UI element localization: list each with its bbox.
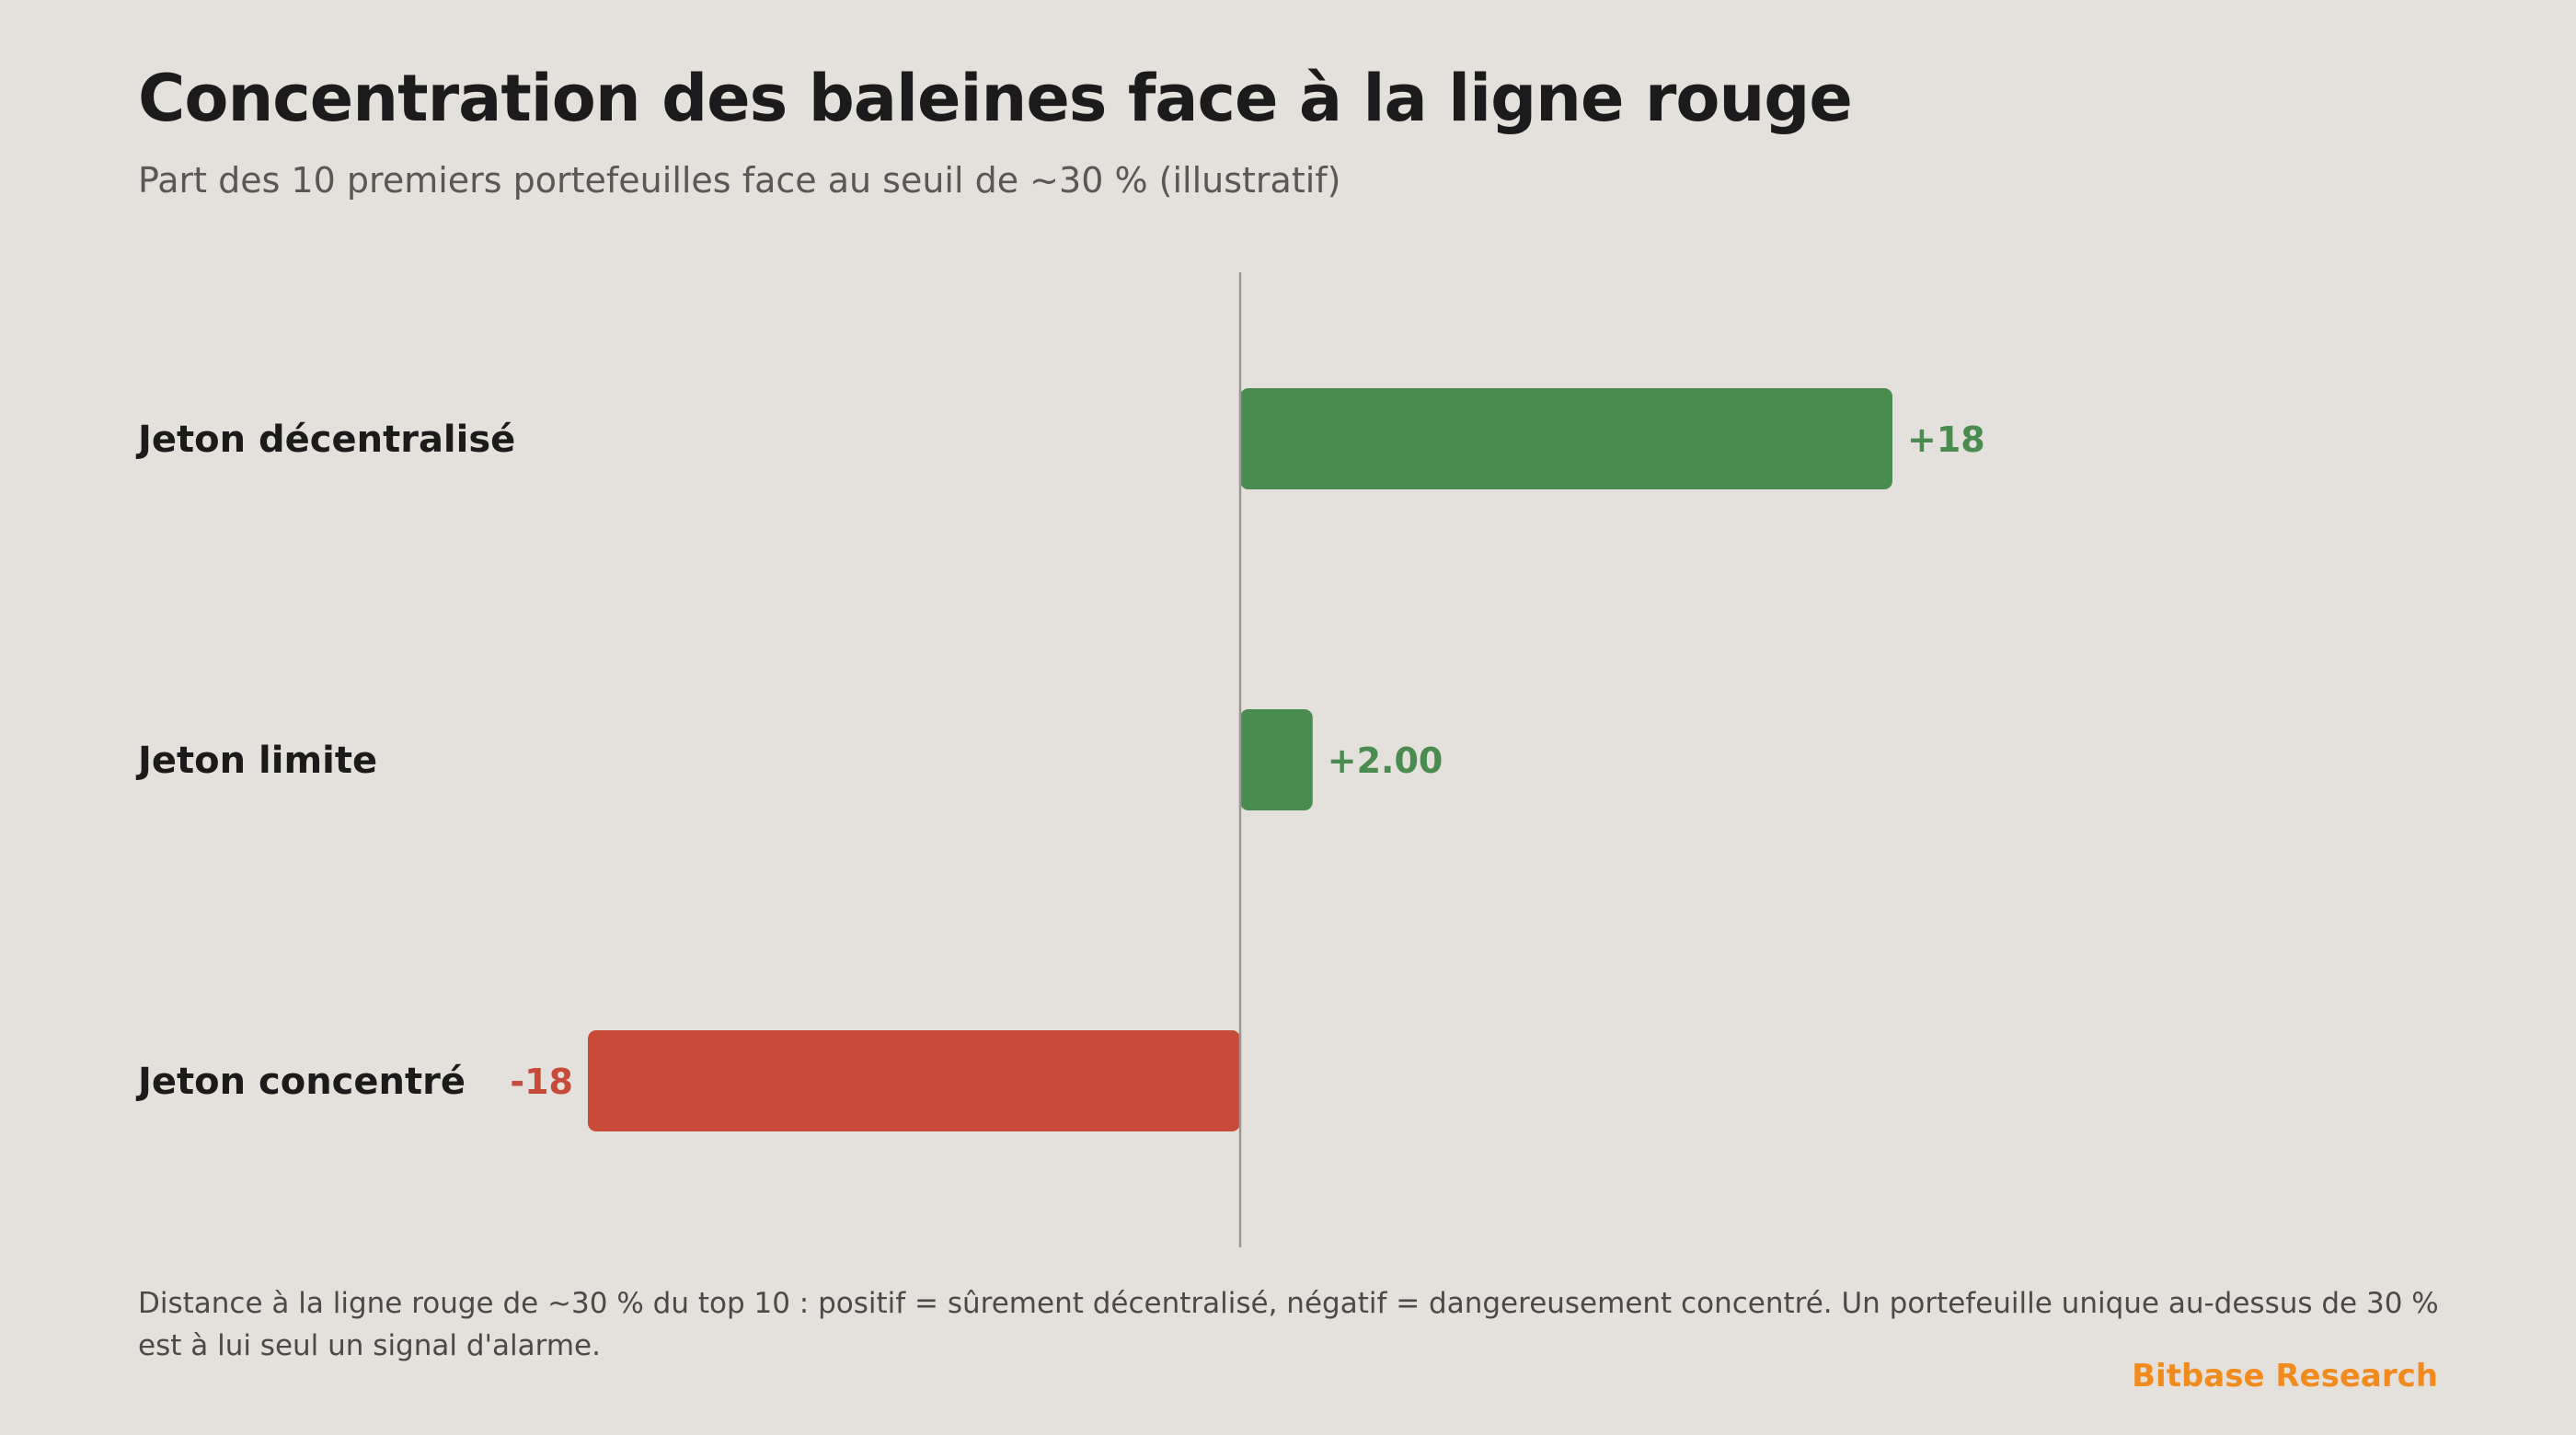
value-label: +18 xyxy=(1907,419,1985,460)
brand-logo-text: Bitbase Research xyxy=(2132,1358,2438,1395)
bar xyxy=(1240,709,1313,810)
bar xyxy=(588,1030,1240,1131)
value-label: -18 xyxy=(510,1062,573,1102)
category-label: Jeton limite xyxy=(135,740,377,782)
value-label: +2.00 xyxy=(1328,740,1443,781)
bar xyxy=(1240,388,1892,489)
chart-subtitle: Part des 10 premiers portefeuilles face … xyxy=(138,160,1341,201)
chart-title: Concentration des baleines face à la lig… xyxy=(138,61,1853,136)
category-label: Jeton décentralisé xyxy=(135,419,515,461)
chart-footnote: Distance à la ligne rouge de ~30 % du to… xyxy=(138,1287,2439,1362)
category-label: Jeton concentré xyxy=(135,1061,466,1103)
